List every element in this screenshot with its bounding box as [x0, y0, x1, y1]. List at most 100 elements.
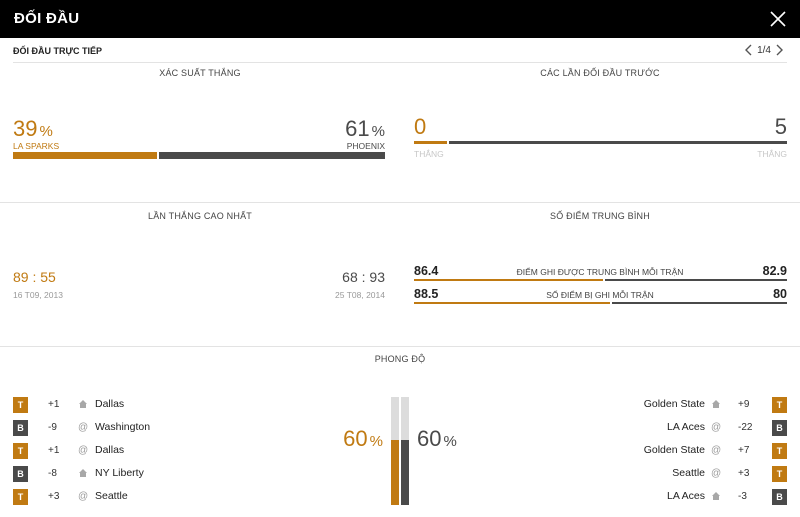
home-h2h-wins: 0: [414, 114, 427, 139]
point-diff: -9: [48, 422, 57, 433]
away-form-bar-fill: [401, 440, 409, 505]
away-marker: @: [78, 422, 89, 433]
score: 68: [342, 269, 358, 285]
home-form-pct-value: 60: [343, 426, 368, 451]
home-avg-scored-bar: [414, 279, 603, 281]
point-diff: -8: [48, 468, 57, 479]
away-win-probability-pct: %: [371, 123, 385, 140]
opponent-name[interactable]: NY Liberty: [95, 467, 144, 479]
result-badge: T: [13, 397, 28, 413]
form-row: B -9 @ Washington: [0, 419, 400, 439]
subheader: ĐỐI ĐẦU TRỰC TIẾP 1/4: [0, 38, 800, 64]
close-icon[interactable]: [768, 9, 788, 29]
chevron-right-icon[interactable]: [774, 43, 786, 57]
opponent-name[interactable]: LA Aces: [667, 490, 705, 502]
score-separator: :: [361, 269, 366, 285]
away-probability-bar: [159, 152, 385, 159]
point-diff: +1: [48, 399, 60, 410]
away-form-pct: 60%: [417, 426, 457, 452]
result-badge: T: [13, 489, 28, 505]
opponent-name[interactable]: Seattle: [95, 490, 128, 502]
away-avg-scored-bar: [605, 279, 787, 281]
home-probability-bar: [13, 152, 157, 159]
form-row: Seattle @ +3 T: [400, 465, 800, 485]
score: 55: [40, 269, 56, 285]
away-avg-scored: 82.9: [762, 264, 787, 278]
point-diff: +7: [738, 445, 750, 456]
opponent-name[interactable]: Golden State: [643, 398, 705, 410]
opponent-name[interactable]: Dallas: [95, 444, 125, 456]
point-diff: +1: [48, 445, 60, 456]
home-win-probability: 39%: [13, 116, 53, 142]
score: 93: [369, 269, 385, 285]
opponent-name[interactable]: LA Aces: [667, 421, 705, 433]
home-form-bar: [391, 397, 399, 505]
away-marker: @: [78, 445, 89, 456]
home-icon: [78, 399, 88, 412]
home-form-pct-sign: %: [369, 433, 383, 450]
home-form-bar-fill: [391, 440, 399, 505]
opponent-name[interactable]: Dallas: [95, 398, 125, 410]
away-marker: @: [78, 491, 89, 502]
result-badge: B: [13, 420, 28, 436]
away-team-name: PHOENIX: [346, 141, 385, 151]
home-icon: [711, 491, 721, 504]
result-badge: T: [772, 397, 787, 413]
home-biggest-win-date: 16 T09, 2013: [13, 290, 63, 300]
home-win-probability-value: 39: [13, 116, 38, 141]
result-badge: T: [13, 443, 28, 459]
section-divider: [0, 346, 800, 347]
divider: [13, 62, 787, 63]
form-title: PHONG ĐỘ: [374, 354, 426, 364]
away-win-probability: 61%: [345, 116, 385, 142]
away-h2h-wins: 5: [774, 114, 787, 139]
point-diff: -3: [738, 491, 747, 502]
form-row: T +1 @ Dallas: [0, 442, 400, 462]
result-badge: B: [13, 466, 28, 482]
away-form-pct-value: 60: [417, 426, 442, 451]
home-win-probability-pct: %: [39, 123, 53, 140]
result-badge: B: [772, 489, 787, 505]
result-badge: T: [772, 466, 787, 482]
away-h2h-bar: [449, 141, 787, 144]
header-bar: ĐỐI ĐẦU: [0, 0, 800, 38]
opponent-name[interactable]: Seattle: [672, 467, 705, 479]
point-diff: +3: [48, 491, 60, 502]
away-marker: @: [711, 445, 722, 456]
previous-meetings-title: CÁC LẦN ĐỐI ĐẦU TRƯỚC: [540, 68, 660, 78]
home-avg-conceded-bar: [414, 302, 610, 304]
away-win-probability-value: 61: [345, 116, 370, 141]
away-form-bar: [401, 397, 409, 505]
away-avg-conceded: 80: [773, 287, 787, 301]
chevron-left-icon[interactable]: [742, 43, 754, 57]
pager: 1/4: [742, 43, 786, 57]
result-badge: T: [772, 443, 787, 459]
subheader-label: ĐỐI ĐẦU TRỰC TIẾP: [13, 46, 102, 56]
away-h2h-label: THẮNG: [757, 149, 787, 159]
biggest-win-title: LẦN THẮNG CAO NHẤT: [148, 211, 252, 221]
page-indicator: 1/4: [757, 44, 771, 56]
section-divider: [0, 202, 800, 203]
point-diff: +3: [738, 468, 750, 479]
score-separator: :: [32, 269, 37, 285]
point-diff: -22: [738, 422, 753, 433]
point-diff: +9: [738, 399, 750, 410]
away-avg-conceded-bar: [612, 302, 787, 304]
opponent-name[interactable]: Golden State: [643, 444, 705, 456]
score: 89: [13, 269, 29, 285]
home-biggest-win-score: 89 : 55: [13, 269, 56, 285]
home-avg-scored: 86.4: [414, 264, 439, 278]
form-row: Golden State +9 T: [400, 396, 800, 416]
opponent-name[interactable]: Washington: [95, 421, 151, 433]
avg-scored-label: ĐIỂM GHI ĐƯỢC TRUNG BÌNH MỖI TRẬN: [516, 267, 684, 277]
home-avg-conceded: 88.5: [414, 287, 439, 301]
home-icon: [78, 468, 88, 481]
win-probability-title: XÁC SUẤT THẮNG: [159, 68, 241, 78]
result-badge: B: [772, 420, 787, 436]
avg-conceded-label: SỐ ĐIỂM BỊ GHI MỖI TRẬN: [546, 290, 654, 300]
away-biggest-win-date: 25 T08, 2014: [335, 290, 385, 300]
form-row: LA Aces @ -22 B: [400, 419, 800, 439]
away-marker: @: [711, 422, 722, 433]
form-row: T +3 @ Seattle: [0, 488, 400, 508]
away-biggest-win-score: 68 : 93: [342, 269, 385, 285]
